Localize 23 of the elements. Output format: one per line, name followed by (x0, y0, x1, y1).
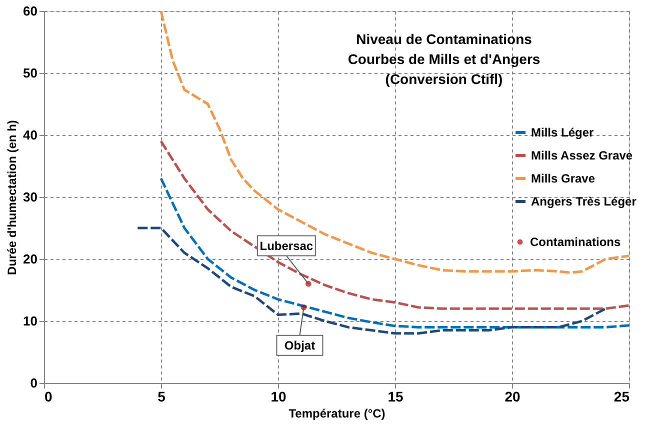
y-tick-label: 10 (23, 314, 38, 328)
x-tick-label: 10 (270, 388, 286, 404)
legend-label: Angers Très Léger (531, 194, 637, 208)
annotation: Lubersac (260, 238, 314, 253)
legend-label: Mills Léger (531, 126, 594, 140)
y-tick-label: 20 (23, 252, 38, 266)
y-tick-label: 60 (23, 4, 38, 18)
x-tick-label: 15 (388, 388, 404, 404)
x-tick-label: 5 (158, 388, 166, 404)
x-tick-label: 20 (504, 388, 520, 404)
y-tick-label: 0 (30, 376, 38, 390)
x-axis-title: Température (°C) (288, 406, 386, 420)
legend-label: Mills Grave (531, 172, 596, 186)
y-tick-label: 30 (23, 190, 38, 204)
x-tick-label: 25 (614, 388, 630, 404)
legend-label: Contaminations (530, 235, 621, 249)
y-tick-label: 40 (23, 128, 38, 142)
y-axis-title: Durée d'humectation (en h) (5, 120, 20, 275)
annotation: Objat (284, 338, 316, 352)
x-tick-label: 0 (44, 388, 52, 404)
y-tick-label: 50 (23, 66, 38, 80)
text: Niveau de Contaminations Courbes de Mills et d'Angers (Conversion Ctifl) (348, 31, 540, 87)
legend-label: Mills Assez Grave (531, 148, 633, 162)
